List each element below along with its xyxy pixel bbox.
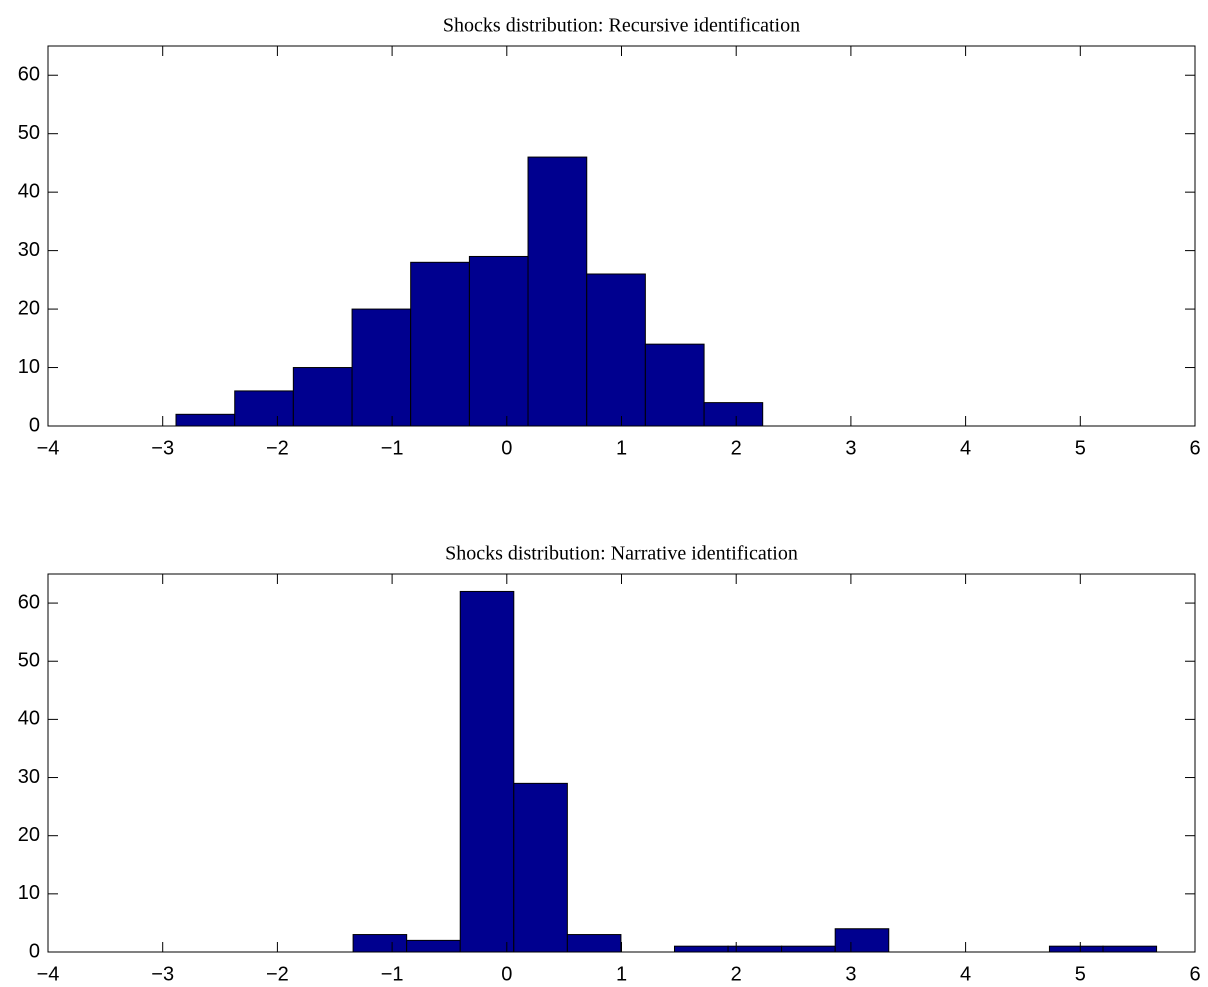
y-tick-label: 40	[18, 708, 40, 730]
x-tick-label: 6	[1189, 437, 1200, 459]
bar	[410, 261, 470, 427]
y-tick-label: 20	[18, 297, 40, 319]
x-tick-label: −3	[151, 963, 174, 985]
bar	[292, 367, 353, 427]
bar	[586, 273, 646, 427]
x-tick-label: 5	[1075, 963, 1086, 985]
bar	[352, 934, 408, 953]
x-tick-label: 4	[960, 437, 971, 459]
bar	[781, 945, 836, 953]
bar	[644, 343, 705, 427]
x-tick-label: 5	[1075, 437, 1086, 459]
y-tick-label: 40	[18, 180, 40, 202]
x-tick-label: 3	[845, 437, 856, 459]
bar	[459, 590, 515, 953]
y-tick-label: 50	[18, 650, 40, 672]
chart-title: Shocks distribution: Recursive identific…	[443, 15, 800, 37]
x-tick-label: −2	[266, 437, 289, 459]
x-tick-label: −2	[266, 963, 289, 985]
bar	[1048, 945, 1104, 953]
bar	[1102, 945, 1158, 953]
bar	[468, 255, 529, 427]
x-tick-label: −1	[381, 437, 404, 459]
y-tick-label: 60	[18, 591, 40, 613]
x-tick-label: 1	[616, 437, 627, 459]
bar	[703, 402, 764, 427]
y-tick-label: 0	[29, 940, 40, 962]
y-tick-label: 30	[18, 766, 40, 788]
x-tick-label: 6	[1189, 963, 1200, 985]
bar	[834, 928, 890, 953]
chart-title: Shocks distribution: Narrative identific…	[445, 543, 798, 565]
bar	[566, 934, 622, 953]
bar	[673, 945, 729, 953]
bar	[527, 156, 588, 427]
y-tick-label: 60	[18, 64, 40, 86]
bar	[406, 939, 461, 953]
bar	[513, 782, 568, 953]
x-tick-label: 0	[501, 437, 512, 459]
y-tick-label: 0	[29, 414, 40, 436]
y-tick-label: 10	[18, 356, 40, 378]
y-tick-label: 10	[18, 882, 40, 904]
bar	[234, 390, 294, 427]
y-tick-label: 20	[18, 824, 40, 846]
y-tick-label: 50	[18, 122, 40, 144]
x-tick-label: −1	[381, 963, 404, 985]
bar	[175, 413, 236, 427]
y-tick-label: 30	[18, 239, 40, 261]
axes-box	[47, 573, 1196, 953]
x-tick-label: −3	[151, 437, 174, 459]
x-tick-label: −4	[37, 963, 60, 985]
x-tick-label: 2	[731, 963, 742, 985]
x-tick-label: 4	[960, 963, 971, 985]
x-tick-label: 3	[845, 963, 856, 985]
x-tick-label: 1	[616, 963, 627, 985]
x-tick-label: −4	[37, 437, 60, 459]
x-tick-label: 2	[731, 437, 742, 459]
bar	[351, 308, 412, 427]
x-tick-label: 0	[501, 963, 512, 985]
